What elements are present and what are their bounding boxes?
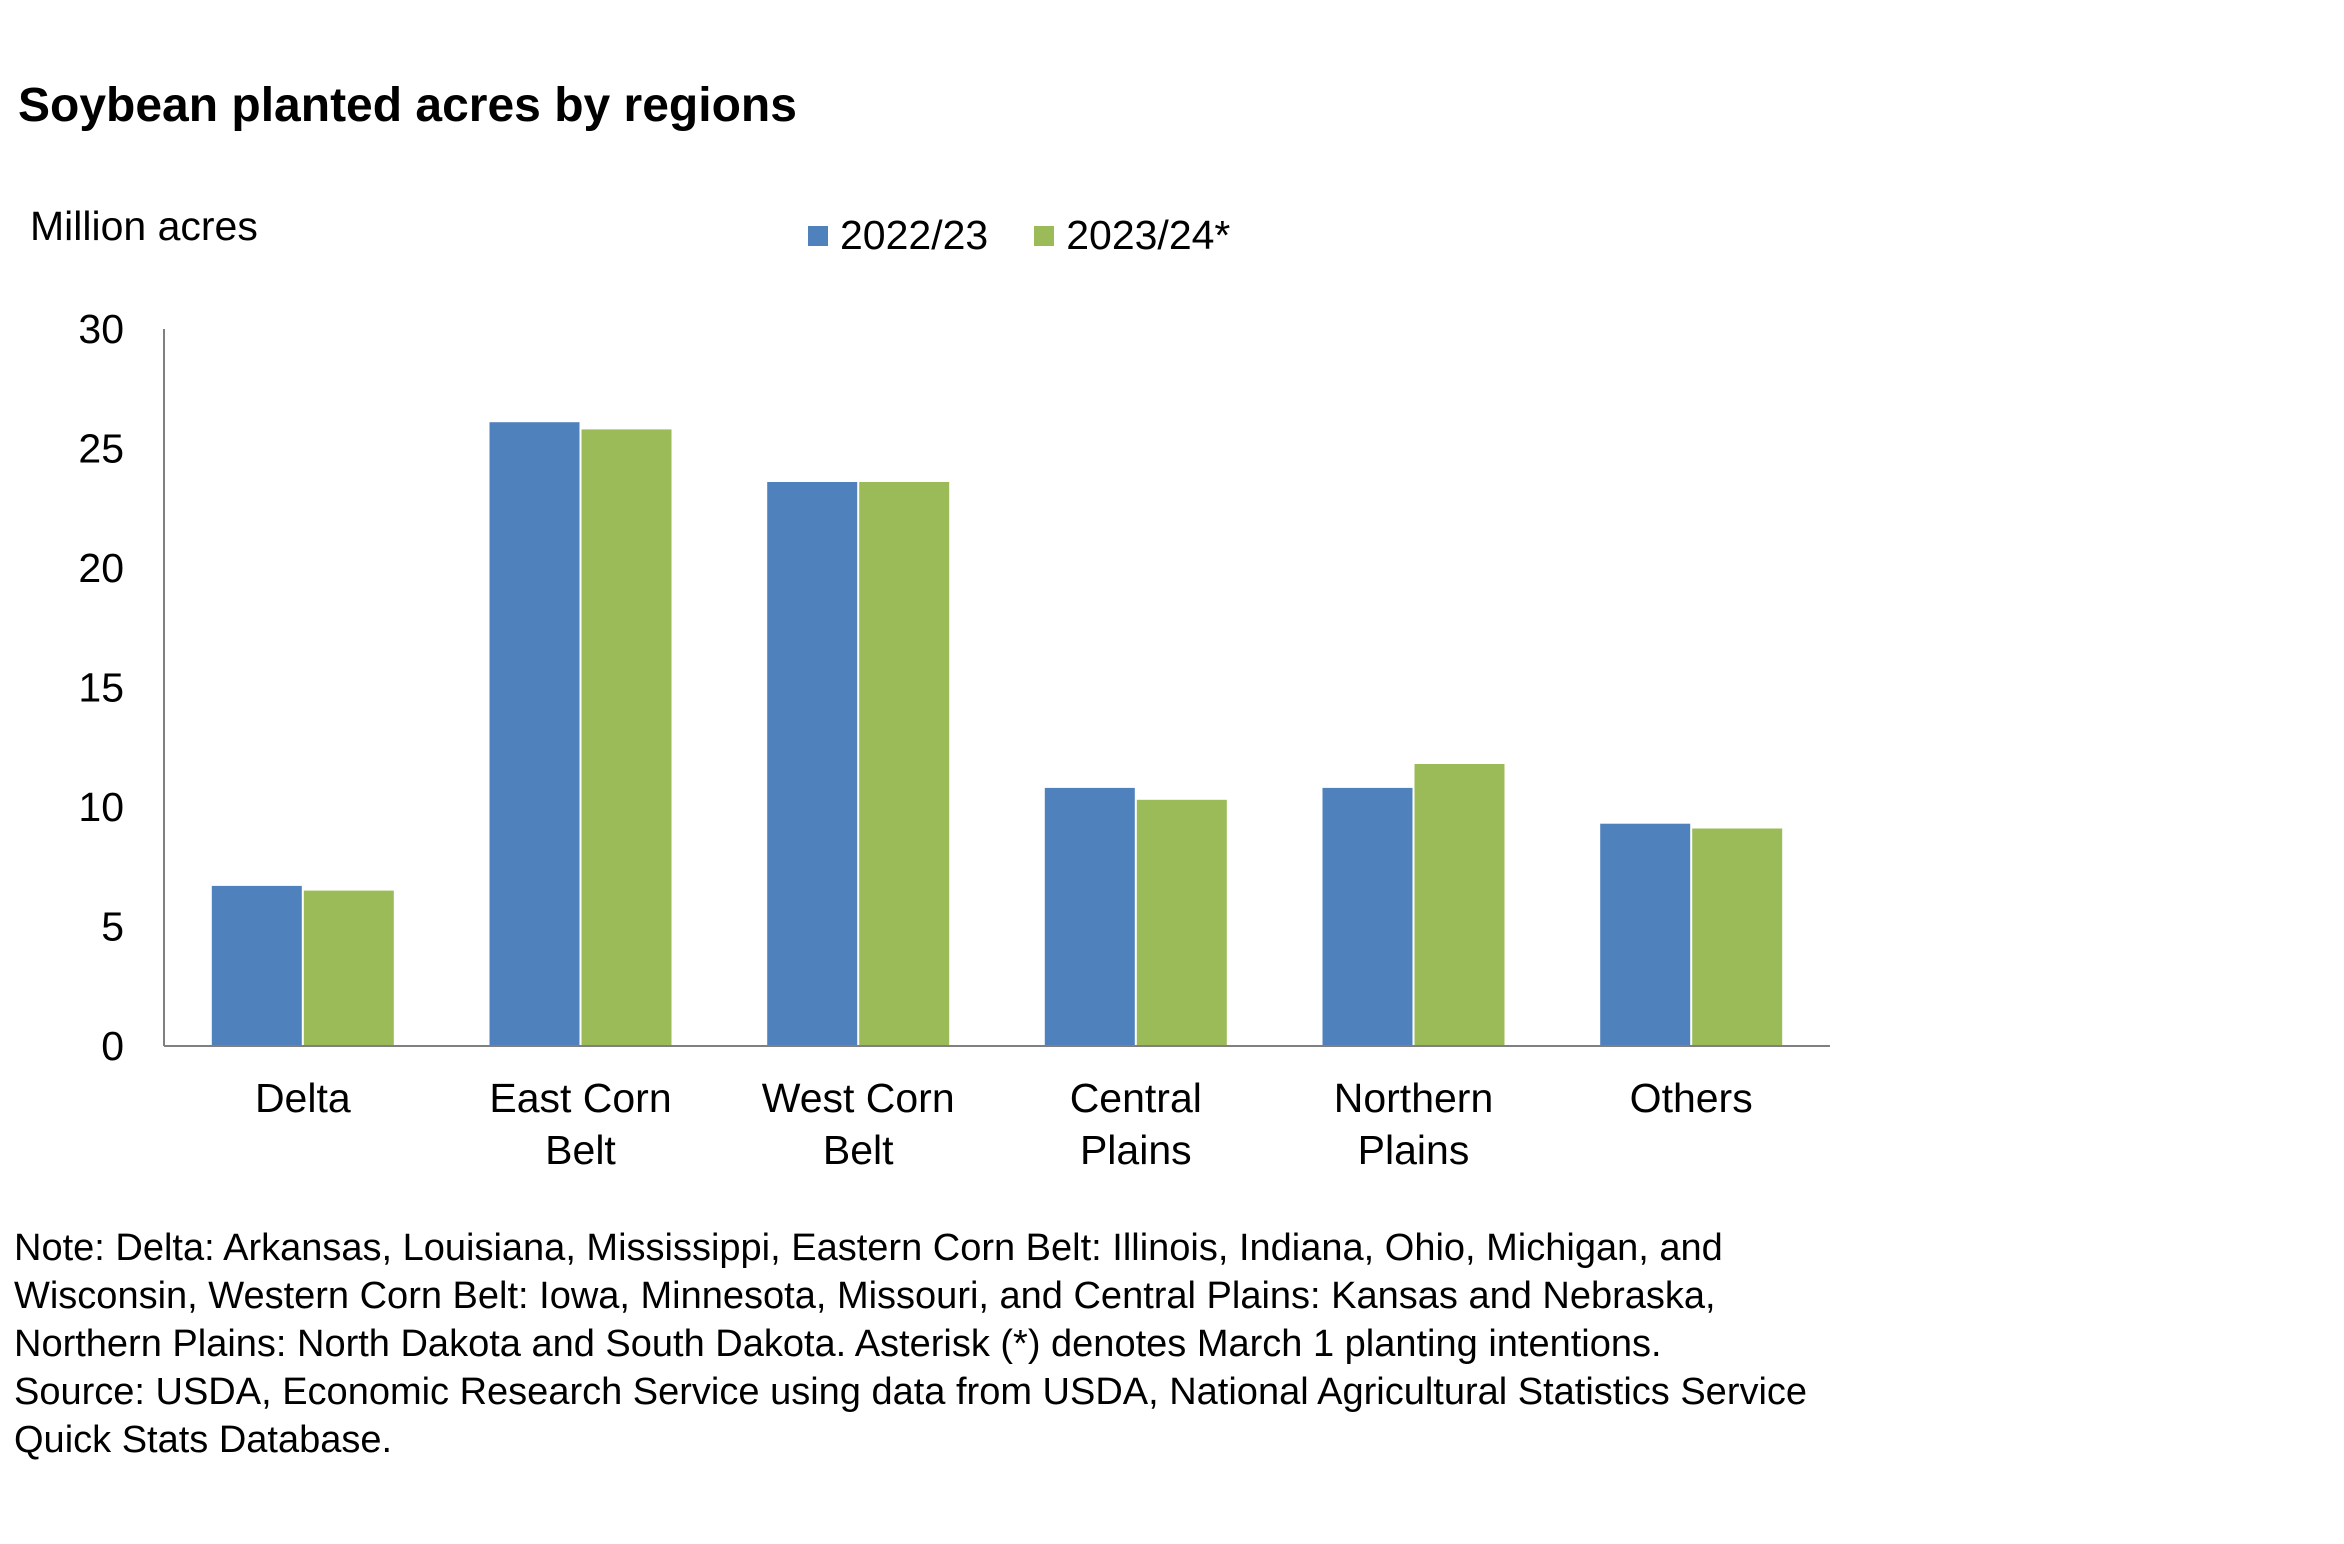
legend-label-series-1: 2022/23 (840, 212, 989, 258)
x-tick-label: Northern Plains (1334, 1075, 1494, 1173)
legend-swatch-series-2 (1034, 225, 1055, 246)
bar-1-3 (767, 482, 858, 1046)
chart-notes: Note: Delta: Arkansas, Louisiana, Missis… (14, 1224, 2114, 1464)
bar-2-4 (1136, 799, 1227, 1046)
bar-2-2 (581, 429, 672, 1046)
y-tick-label: 25 (78, 426, 124, 472)
legend-label-series-2: 2023/24* (1066, 212, 1231, 258)
x-tick-label: Delta (255, 1075, 351, 1121)
chart-title: Soybean planted acres by regions (18, 79, 797, 132)
legend-item-series-1: 2022/23 (808, 212, 988, 259)
source-line: Source: USDA, Economic Research Service … (14, 1371, 1808, 1413)
y-tick-label: 20 (78, 545, 124, 591)
y-tick-label: 10 (78, 784, 124, 830)
legend-item-series-2: 2023/24* (1034, 212, 1230, 259)
y-axis-label: Million acres (30, 203, 258, 249)
bar-1-6 (1600, 823, 1691, 1046)
bar-1-5 (1322, 787, 1413, 1046)
bar-2-1 (303, 890, 394, 1046)
x-tick-label: West Corn Belt (762, 1075, 955, 1173)
x-tick-label: Others (1630, 1075, 1753, 1121)
bar-2-3 (859, 482, 950, 1046)
bar-1-1 (211, 885, 302, 1046)
bar-2-6 (1692, 828, 1783, 1046)
note-line: Northern Plains: North Dakota and South … (14, 1323, 1662, 1365)
y-tick-label: 30 (78, 306, 124, 352)
x-tick-label: Central Plains (1070, 1075, 1202, 1173)
note-line: Wisconsin, Western Corn Belt: Iowa, Minn… (14, 1275, 1716, 1317)
y-tick-label: 5 (101, 904, 124, 950)
legend: 2022/23 2023/24* (808, 212, 1276, 259)
x-tick-label: East Corn Belt (489, 1075, 671, 1173)
bar-1-4 (1044, 787, 1135, 1046)
bar-2-5 (1414, 764, 1505, 1046)
source-line: Quick Stats Database. (14, 1419, 393, 1461)
bar-1-2 (489, 422, 580, 1046)
note-line: Note: Delta: Arkansas, Louisiana, Missis… (14, 1227, 1723, 1269)
legend-swatch-series-1 (808, 225, 828, 246)
y-tick-label: 0 (101, 1023, 124, 1069)
y-tick-label: 15 (78, 665, 124, 711)
